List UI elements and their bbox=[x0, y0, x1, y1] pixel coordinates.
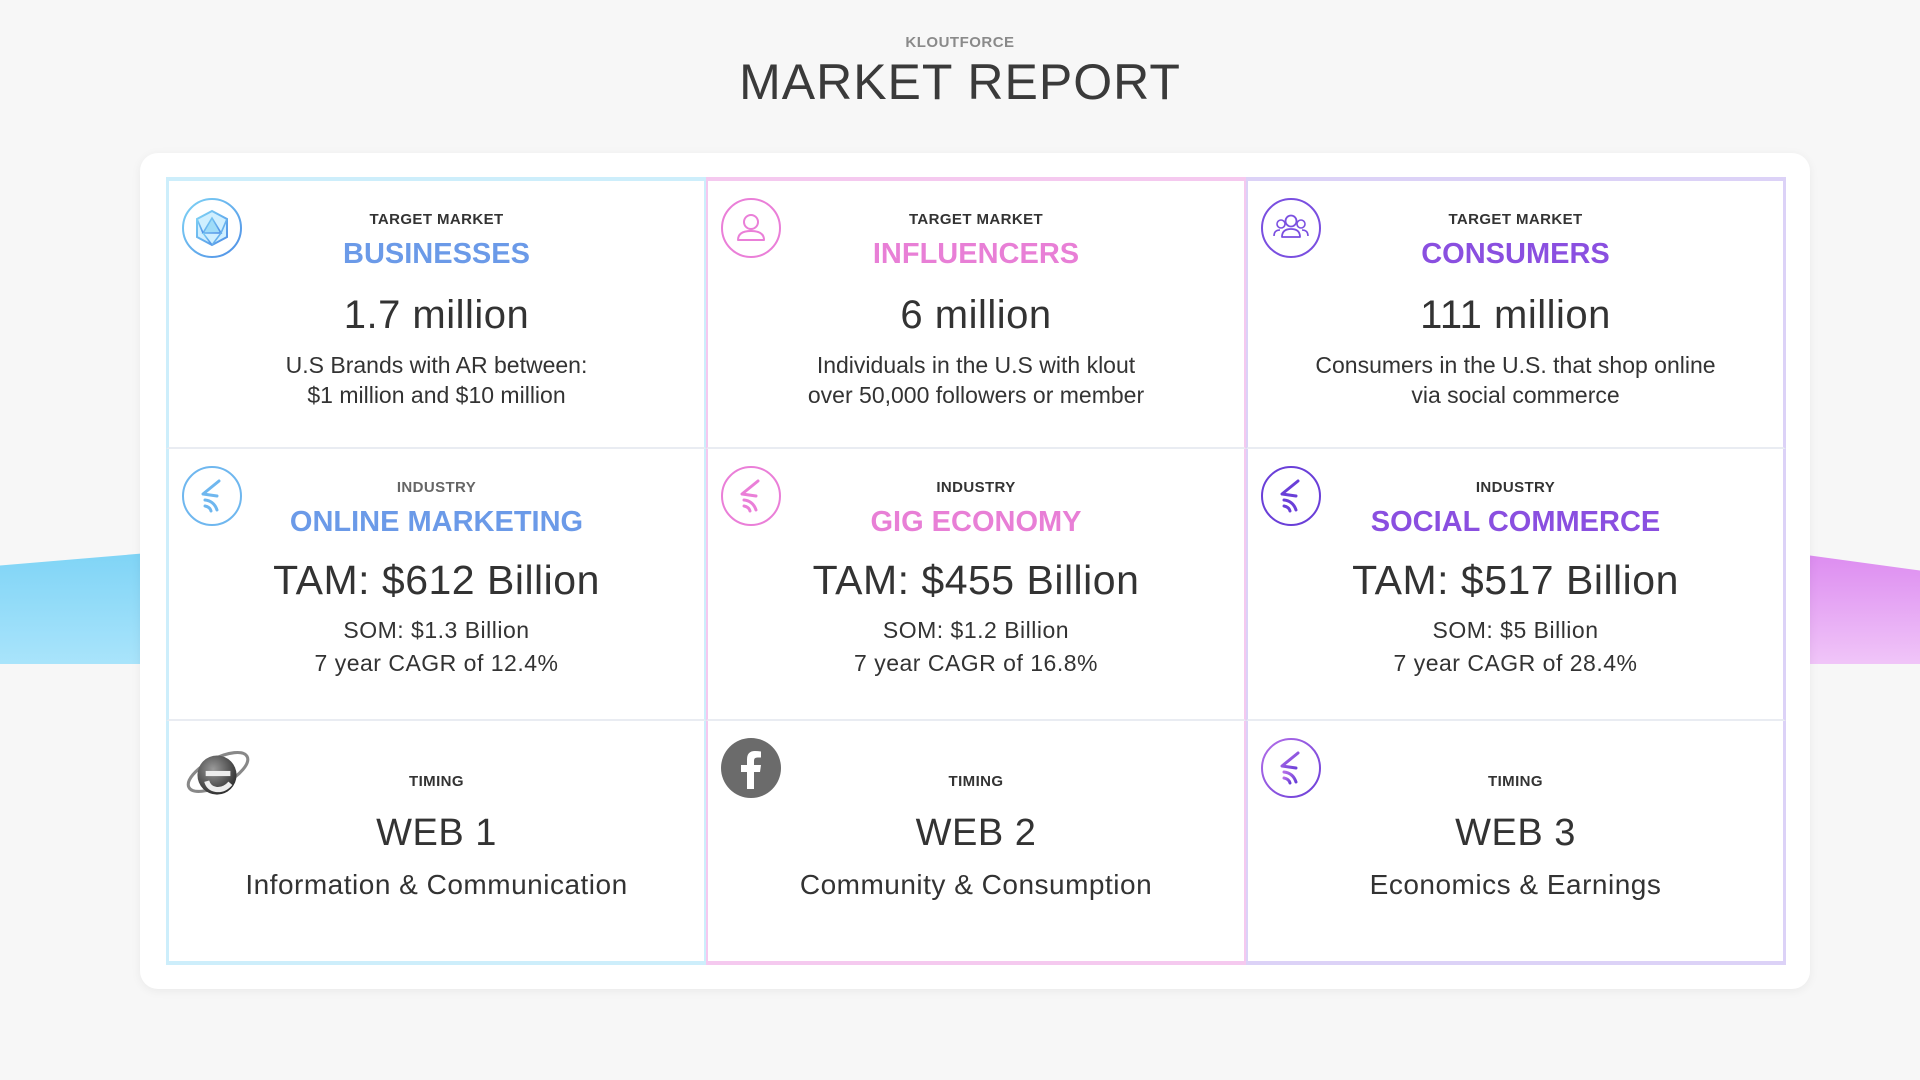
section-label: TIMING bbox=[1488, 773, 1543, 790]
section-label: TIMING bbox=[948, 773, 1004, 790]
facebook-icon bbox=[721, 738, 781, 798]
tam-value: TAM: $612 Billion bbox=[273, 557, 600, 603]
industry-stats: SOM: $5 Billion 7 year CAGR of 28.4% bbox=[1248, 614, 1783, 680]
cell-timing-web3: TIMING WEB 3 Economics & Earnings bbox=[1246, 721, 1786, 965]
polyhedron-icon bbox=[182, 198, 242, 258]
cagr-value: 7 year CAGR of 16.8% bbox=[854, 650, 1098, 676]
description-line-1: Consumers in the U.S. that shop online bbox=[1315, 352, 1716, 378]
som-value: SOM: $1.3 Billion bbox=[343, 617, 530, 643]
description-line-2: over 50,000 followers or member bbox=[807, 382, 1145, 408]
person-icon bbox=[721, 198, 781, 258]
segment-title: BUSINESSES bbox=[343, 238, 530, 270]
brand-name: KLOUTFORCE bbox=[905, 34, 1015, 51]
description-line-1: Individuals in the U.S with klout bbox=[816, 352, 1136, 378]
cell-industry-gig-economy: INDUSTRY GIG ECONOMY TAM: $455 Billion S… bbox=[706, 449, 1246, 721]
description-line-2: via social commerce bbox=[1411, 382, 1620, 408]
section-label: TARGET MARKET bbox=[369, 211, 504, 228]
cell-timing-web2: TIMING WEB 2 Community & Consumption bbox=[706, 721, 1246, 965]
kloutforce-logo-icon bbox=[721, 466, 781, 526]
segment-description: Individuals in the U.S with klout over 5… bbox=[708, 350, 1244, 410]
cell-timing-web1: TIMING WEB 1 Information & Communication bbox=[166, 721, 706, 965]
cell-target-influencers: TARGET MARKET INFLUENCERS 6 million Indi… bbox=[706, 177, 1246, 449]
web-era-description: Information & Communication bbox=[245, 869, 628, 900]
kloutforce-logo-icon bbox=[182, 466, 242, 526]
industry-title: GIG ECONOMY bbox=[870, 506, 1082, 538]
segment-description: U.S Brands with AR between: $1 million a… bbox=[169, 350, 704, 410]
segment-size: 6 million bbox=[900, 293, 1052, 337]
cell-industry-online-marketing: INDUSTRY ONLINE MARKETING TAM: $612 Bill… bbox=[166, 449, 706, 721]
web-era-title: WEB 2 bbox=[915, 812, 1037, 854]
industry-stats: SOM: $1.3 Billion 7 year CAGR of 12.4% bbox=[169, 614, 704, 680]
tam-value: TAM: $455 Billion bbox=[812, 557, 1140, 603]
page-header: KLOUTFORCE MARKET REPORT bbox=[0, 34, 1920, 111]
cagr-value: 7 year CAGR of 12.4% bbox=[314, 650, 559, 676]
section-label: INDUSTRY bbox=[936, 479, 1016, 496]
tam-value: TAM: $517 Billion bbox=[1352, 557, 1679, 603]
page-title: MARKET REPORT bbox=[739, 54, 1181, 110]
industry-title: ONLINE MARKETING bbox=[289, 506, 584, 538]
decorative-wave-left bbox=[0, 552, 160, 664]
description-line-2: $1 million and $10 million bbox=[307, 382, 566, 408]
segment-title: INFLUENCERS bbox=[872, 238, 1080, 270]
industry-title: SOCIAL COMMERCE bbox=[1370, 506, 1661, 538]
cell-target-businesses: TARGET MARKET BUSINESSES 1.7 million U.S… bbox=[166, 177, 706, 449]
section-label: TIMING bbox=[409, 773, 464, 790]
web-era-description: Community & Consumption bbox=[799, 869, 1153, 900]
kloutforce-logo-icon bbox=[1261, 466, 1321, 526]
cell-industry-social-commerce: INDUSTRY SOCIAL COMMERCE TAM: $517 Billi… bbox=[1246, 449, 1786, 721]
segment-title: CONSUMERS bbox=[1421, 238, 1610, 270]
report-card: TARGET MARKET BUSINESSES 1.7 million U.S… bbox=[140, 153, 1810, 989]
som-value: SOM: $5 Billion bbox=[1432, 617, 1599, 643]
web-era-title: WEB 1 bbox=[376, 812, 497, 854]
section-label: INDUSTRY bbox=[396, 479, 477, 496]
web-era-description: Economics & Earnings bbox=[1369, 869, 1662, 900]
report-grid: TARGET MARKET BUSINESSES 1.7 million U.S… bbox=[166, 177, 1786, 965]
section-label: TARGET MARKET bbox=[908, 211, 1044, 228]
people-group-icon bbox=[1261, 198, 1321, 258]
web-era-title: WEB 3 bbox=[1455, 812, 1576, 854]
section-label: INDUSTRY bbox=[1475, 479, 1556, 496]
cagr-value: 7 year CAGR of 28.4% bbox=[1393, 650, 1638, 676]
internet-explorer-icon bbox=[186, 750, 250, 795]
segment-size: 111 million bbox=[1420, 293, 1611, 337]
industry-stats: SOM: $1.2 Billion 7 year CAGR of 16.8% bbox=[708, 614, 1244, 680]
segment-size: 1.7 million bbox=[343, 293, 530, 337]
description-line-1: U.S Brands with AR between: bbox=[285, 352, 588, 378]
section-label: TARGET MARKET bbox=[1448, 211, 1583, 228]
cell-target-consumers: TARGET MARKET CONSUMERS 111 million Cons… bbox=[1246, 177, 1786, 449]
som-value: SOM: $1.2 Billion bbox=[882, 617, 1070, 643]
segment-description: Consumers in the U.S. that shop online v… bbox=[1248, 350, 1783, 410]
kloutforce-logo-icon bbox=[1261, 738, 1321, 798]
